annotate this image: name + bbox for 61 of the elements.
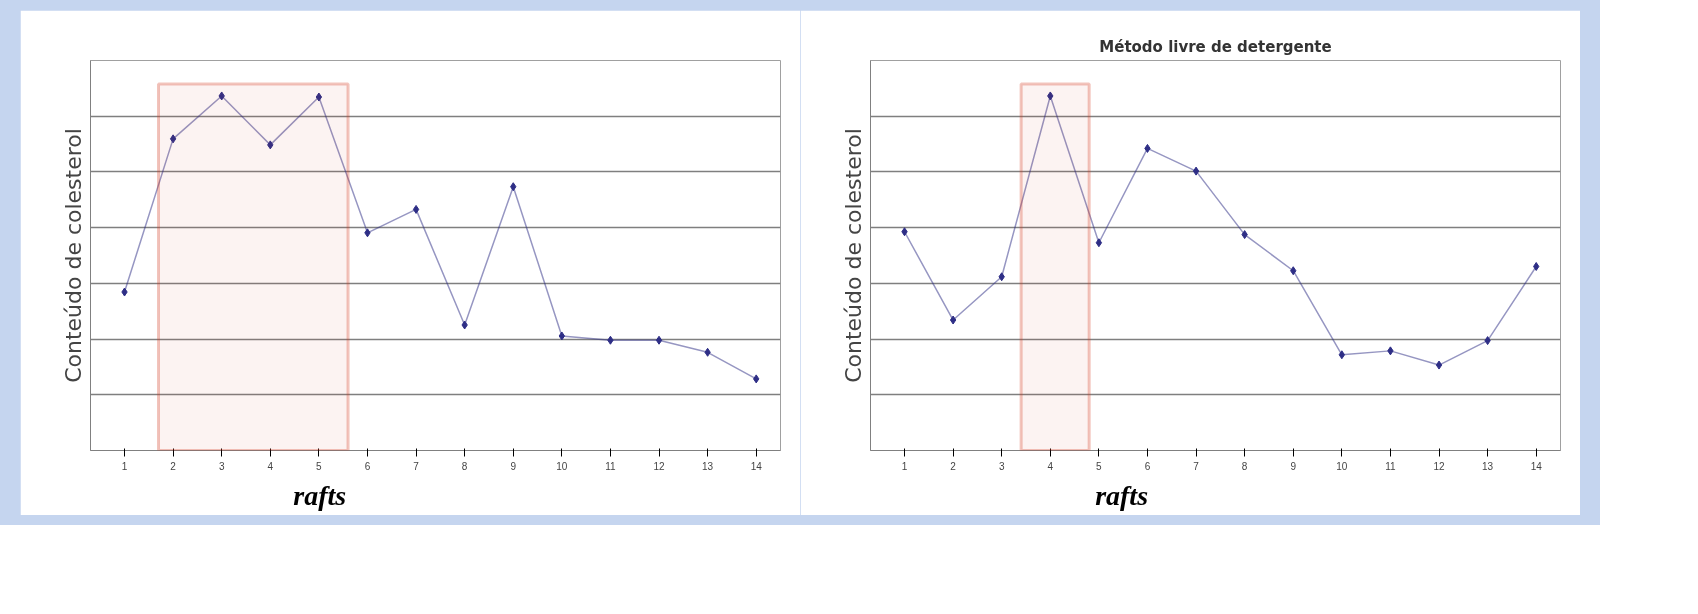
point xyxy=(412,204,420,214)
point xyxy=(1144,143,1151,153)
band-label: rafts xyxy=(1095,479,1149,511)
x-tick-label: 4 xyxy=(1047,460,1054,472)
point xyxy=(1192,166,1200,176)
point xyxy=(1095,238,1103,248)
x-tick-label: 4 xyxy=(267,460,274,472)
chart-title: Método livre de detergente xyxy=(1099,37,1332,56)
x-tick-label: 10 xyxy=(556,460,568,472)
point xyxy=(169,134,177,144)
x-tick-label: 12 xyxy=(1433,460,1446,472)
x-tick-label: 3 xyxy=(998,460,1005,472)
x-tick-label: 2 xyxy=(950,460,957,472)
x-tick-label: 5 xyxy=(316,460,323,472)
point xyxy=(753,374,760,384)
x-tick-label: 3 xyxy=(218,460,225,472)
point xyxy=(655,335,663,345)
x-tick-label: 6 xyxy=(1144,460,1151,472)
x-tick-label: 7 xyxy=(413,460,420,472)
x-tick-label: 11 xyxy=(1385,460,1397,472)
x-tick-label: 5 xyxy=(1096,460,1103,472)
point xyxy=(1484,336,1491,346)
x-tick-label: 8 xyxy=(1241,460,1248,472)
y-axis-title: Conteúdo de colesterol xyxy=(840,128,866,383)
point xyxy=(1047,91,1054,101)
x-tick-label: 6 xyxy=(364,460,371,472)
x-tick-label: 12 xyxy=(653,460,666,472)
point xyxy=(364,228,371,238)
x-tick-label: 10 xyxy=(1336,460,1348,472)
point xyxy=(315,92,323,102)
x-tick-label: 14 xyxy=(1530,460,1543,472)
y-axis-title: Conteúdo de colesterol xyxy=(60,128,86,383)
point xyxy=(1435,360,1443,370)
point xyxy=(1290,266,1297,276)
x-tick-label: 2 xyxy=(170,460,177,472)
x-tick-label: 1 xyxy=(901,460,908,472)
x-tick-label: 1 xyxy=(121,460,128,472)
x-tick-label: 13 xyxy=(702,460,714,472)
point xyxy=(998,272,1005,282)
point xyxy=(901,227,908,237)
point xyxy=(461,320,468,330)
point xyxy=(1241,230,1248,240)
band-label: rafts xyxy=(293,479,347,511)
x-tick-label: 11 xyxy=(605,460,617,472)
point xyxy=(1387,346,1394,356)
x-tick-label: 13 xyxy=(1482,460,1494,472)
point xyxy=(704,347,711,357)
point xyxy=(267,140,274,150)
point xyxy=(1338,350,1345,360)
x-tick-label: 9 xyxy=(510,460,517,472)
point xyxy=(510,182,517,192)
x-tick-label: 8 xyxy=(461,460,468,472)
x-tick-label: 7 xyxy=(1193,460,1200,472)
point xyxy=(558,331,565,341)
point xyxy=(1533,261,1540,271)
x-tick-label: 14 xyxy=(750,460,763,472)
point xyxy=(607,335,614,345)
point xyxy=(218,91,225,101)
point xyxy=(121,287,128,297)
x-tick-label: 9 xyxy=(1290,460,1297,472)
point xyxy=(949,315,957,325)
